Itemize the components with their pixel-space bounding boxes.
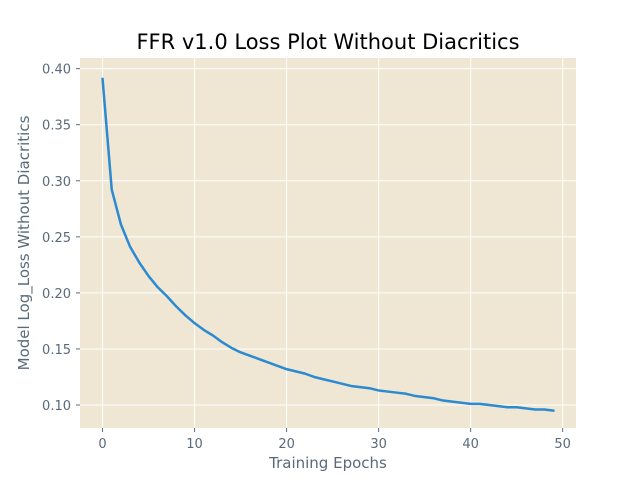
- y-tick-label: 0.25: [42, 231, 71, 246]
- plot-background: [80, 58, 576, 428]
- ticks: 0 10 20 30 40 50 0.10 0.15 0.20 0.25 0.30 0.35 0.40: [42, 63, 571, 452]
- y-tick-label: 0.30: [42, 175, 71, 190]
- x-tick-label: 50: [554, 437, 571, 452]
- grid: [80, 58, 576, 428]
- x-tick-label: 20: [278, 437, 295, 452]
- y-tick-label: 0.15: [42, 343, 71, 358]
- y-tick-label: 0.20: [42, 287, 71, 302]
- x-tick-label: 10: [186, 437, 203, 452]
- loss-line: [101, 77, 555, 412]
- y-axis-label: Model Log_Loss Without Diacritics: [15, 115, 34, 370]
- x-tick-label: 0: [98, 437, 106, 452]
- x-tick-label: 40: [462, 437, 479, 452]
- x-axis-label: Training Epochs: [268, 454, 387, 472]
- y-tick-label: 0.35: [42, 119, 71, 134]
- chart-title: FFR v1.0 Loss Plot Without Diacritics: [136, 30, 519, 54]
- y-tick-label: 0.10: [42, 399, 71, 414]
- y-tick-label: 0.40: [42, 63, 71, 78]
- x-tick-label: 30: [370, 437, 387, 452]
